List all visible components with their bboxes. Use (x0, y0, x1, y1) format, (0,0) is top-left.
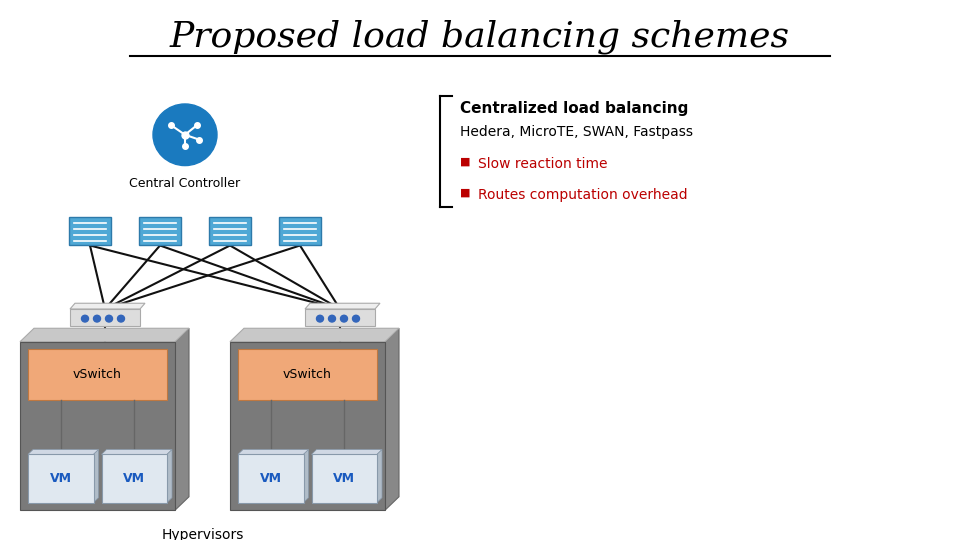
FancyBboxPatch shape (238, 454, 303, 503)
Text: ■: ■ (460, 157, 470, 167)
Text: Hedera, MicroTE, SWAN, Fastpass: Hedera, MicroTE, SWAN, Fastpass (460, 125, 693, 139)
FancyBboxPatch shape (279, 217, 321, 246)
Polygon shape (303, 450, 308, 503)
Circle shape (328, 315, 335, 322)
FancyBboxPatch shape (28, 454, 93, 503)
Circle shape (153, 104, 217, 166)
Text: vSwitch: vSwitch (73, 368, 122, 381)
Polygon shape (175, 328, 189, 510)
Polygon shape (20, 328, 189, 342)
FancyBboxPatch shape (139, 217, 181, 246)
Text: ■: ■ (460, 188, 470, 198)
Polygon shape (385, 328, 399, 510)
Circle shape (117, 315, 125, 322)
FancyBboxPatch shape (209, 217, 251, 246)
FancyBboxPatch shape (238, 349, 377, 400)
Text: VM: VM (123, 472, 145, 485)
Circle shape (341, 315, 348, 322)
Circle shape (352, 315, 359, 322)
Text: Routes computation overhead: Routes computation overhead (478, 188, 687, 202)
Polygon shape (102, 450, 172, 454)
FancyBboxPatch shape (28, 349, 167, 400)
Text: Proposed load balancing schemes: Proposed load balancing schemes (170, 19, 790, 54)
FancyBboxPatch shape (70, 309, 140, 326)
FancyBboxPatch shape (311, 454, 377, 503)
Text: Central Controller: Central Controller (130, 177, 241, 190)
FancyBboxPatch shape (69, 217, 111, 246)
Circle shape (82, 315, 88, 322)
Text: vSwitch: vSwitch (283, 368, 332, 381)
FancyBboxPatch shape (20, 342, 175, 510)
Text: VM: VM (50, 472, 72, 485)
Polygon shape (377, 450, 382, 503)
FancyBboxPatch shape (305, 309, 375, 326)
Circle shape (93, 315, 101, 322)
FancyBboxPatch shape (102, 454, 167, 503)
Circle shape (106, 315, 112, 322)
Text: Slow reaction time: Slow reaction time (478, 157, 608, 171)
Polygon shape (238, 450, 308, 454)
Polygon shape (311, 450, 382, 454)
Polygon shape (305, 303, 380, 309)
FancyBboxPatch shape (230, 342, 385, 510)
Polygon shape (28, 450, 99, 454)
Polygon shape (93, 450, 99, 503)
Text: VM: VM (333, 472, 355, 485)
Text: Centralized load balancing: Centralized load balancing (460, 101, 688, 116)
Text: VM: VM (260, 472, 281, 485)
Polygon shape (167, 450, 172, 503)
Circle shape (317, 315, 324, 322)
Polygon shape (230, 328, 399, 342)
Text: Hypervisors: Hypervisors (161, 528, 244, 540)
Polygon shape (70, 303, 145, 309)
